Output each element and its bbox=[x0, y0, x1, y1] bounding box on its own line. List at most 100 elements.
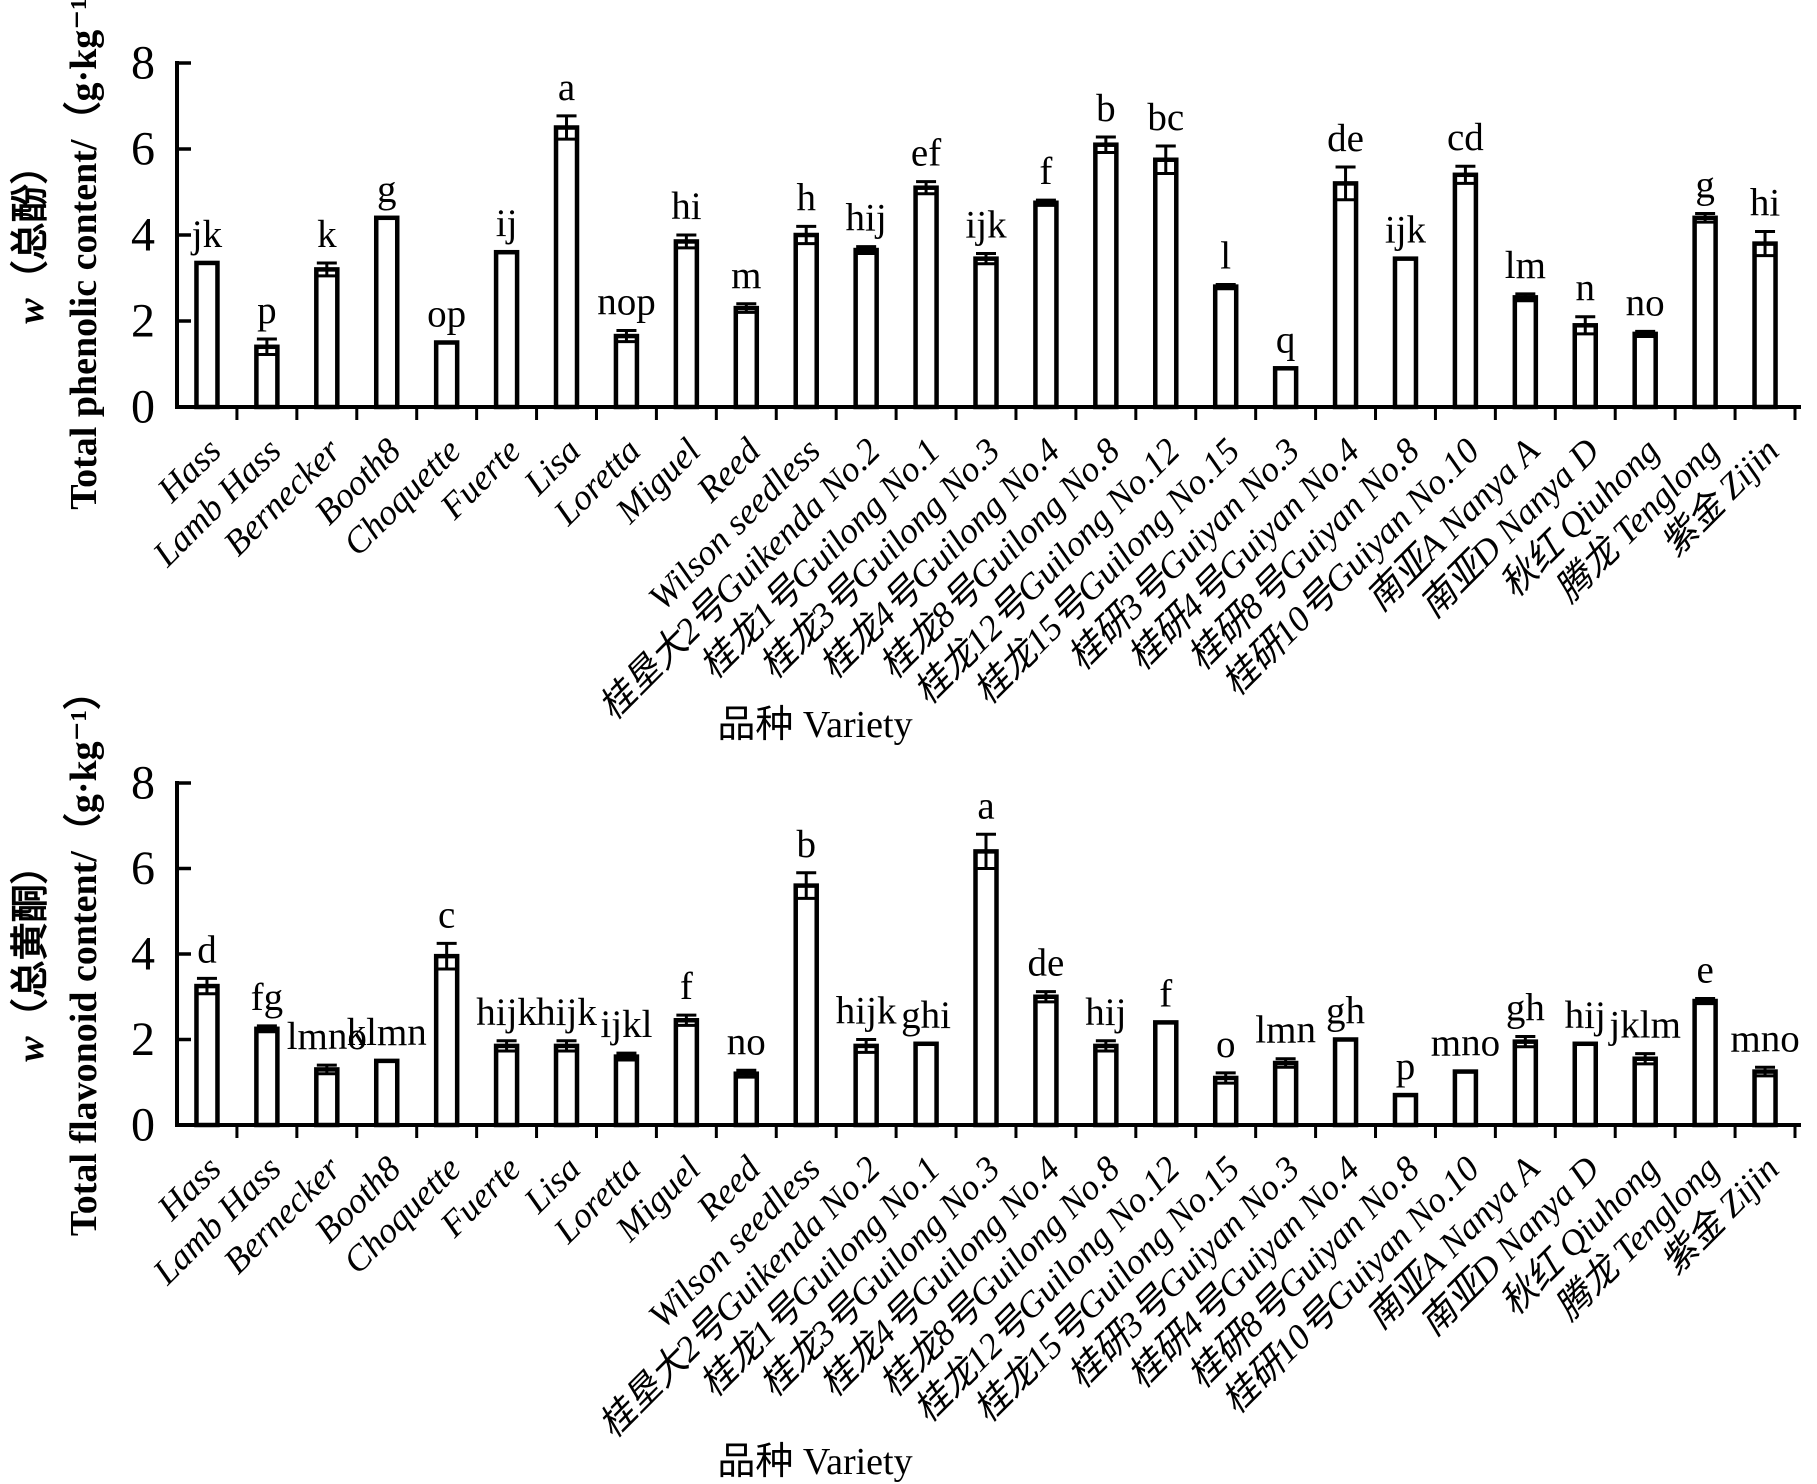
y-tick-label: 2 bbox=[131, 1013, 155, 1066]
bar bbox=[673, 239, 700, 410]
significance-letter: p bbox=[257, 289, 277, 332]
significance-letter: hij bbox=[1085, 991, 1126, 1034]
y-tick-label: 0 bbox=[131, 1099, 155, 1152]
bar bbox=[913, 1041, 939, 1128]
significance-letter: ijk bbox=[965, 203, 1007, 246]
bar bbox=[1392, 256, 1419, 410]
bar bbox=[1272, 1060, 1299, 1128]
significance-letter: o bbox=[1216, 1023, 1236, 1066]
significance-letter: jk bbox=[190, 213, 223, 256]
significance-letter: c bbox=[438, 893, 455, 936]
bar bbox=[1033, 994, 1059, 1128]
significance-letter: d bbox=[197, 928, 217, 971]
bar bbox=[913, 185, 939, 410]
bar bbox=[493, 1043, 520, 1128]
significance-letter: ijk bbox=[1385, 209, 1427, 252]
bar bbox=[613, 1054, 640, 1128]
y-tick-label: 6 bbox=[131, 123, 155, 176]
bar bbox=[373, 1058, 400, 1128]
bar bbox=[433, 340, 460, 410]
significance-letter: e bbox=[1696, 948, 1713, 991]
significance-letter: ef bbox=[911, 132, 941, 175]
bar bbox=[1692, 998, 1718, 1128]
significance-letter: mno bbox=[1730, 1017, 1799, 1060]
significance-letter: g bbox=[377, 168, 397, 211]
flavonoid-x-axis-title: 品种 Variety bbox=[717, 1441, 913, 1483]
significance-letter: h bbox=[796, 176, 816, 219]
bar bbox=[314, 1067, 340, 1128]
significance-letter: klmn bbox=[347, 1011, 427, 1054]
bar bbox=[493, 249, 520, 410]
significance-letter: f bbox=[1159, 972, 1172, 1015]
bar bbox=[613, 333, 640, 410]
y-tick-label: 2 bbox=[131, 295, 155, 348]
bar bbox=[1272, 366, 1299, 410]
significance-letter: k bbox=[317, 213, 337, 256]
significance-letter: ij bbox=[496, 202, 518, 245]
significance-letter: g bbox=[1695, 164, 1715, 207]
y-tick-label: 4 bbox=[131, 928, 155, 981]
significance-letter: p bbox=[1396, 1045, 1416, 1088]
bar bbox=[1752, 241, 1778, 410]
y-tick-label: 6 bbox=[131, 842, 155, 895]
significance-letter: hi bbox=[1750, 182, 1781, 225]
bar bbox=[194, 983, 220, 1128]
significance-letter: b bbox=[796, 823, 816, 866]
significance-letter: f bbox=[680, 965, 693, 1008]
significance-letter: no bbox=[1626, 281, 1665, 324]
bar bbox=[1153, 157, 1179, 410]
bar bbox=[1632, 1056, 1658, 1128]
significance-letter: hijk bbox=[476, 991, 537, 1034]
bar bbox=[733, 305, 760, 410]
y-tick-label: 8 bbox=[131, 37, 155, 90]
bar bbox=[793, 232, 819, 410]
significance-letter: de bbox=[1028, 942, 1065, 985]
bar bbox=[1332, 181, 1359, 410]
bar bbox=[1212, 284, 1239, 410]
significance-letter: hijk bbox=[536, 991, 597, 1034]
significance-letter: nop bbox=[597, 280, 656, 323]
bar bbox=[733, 1071, 760, 1128]
bar bbox=[1452, 1069, 1479, 1128]
bar bbox=[793, 883, 819, 1128]
significance-letter: cd bbox=[1447, 116, 1484, 159]
bar bbox=[1752, 1069, 1778, 1128]
significance-letter: gh bbox=[1326, 990, 1365, 1033]
bar bbox=[1692, 215, 1718, 410]
significance-letter: f bbox=[1039, 150, 1052, 193]
bar bbox=[673, 1018, 700, 1128]
significance-letter: lmno bbox=[287, 1015, 367, 1058]
bar bbox=[973, 849, 999, 1128]
significance-letter: hij bbox=[846, 197, 887, 240]
significance-letter: hi bbox=[671, 185, 702, 228]
bar bbox=[1093, 142, 1119, 410]
bar bbox=[373, 215, 400, 410]
bar bbox=[1153, 1020, 1179, 1128]
significance-letter: ghi bbox=[901, 994, 951, 1037]
bar bbox=[553, 1043, 580, 1128]
significance-letter: jklm bbox=[1607, 1004, 1681, 1047]
bar bbox=[1332, 1037, 1359, 1128]
bar bbox=[1512, 295, 1539, 410]
bar bbox=[553, 125, 580, 410]
y-tick-label: 4 bbox=[131, 209, 155, 262]
bar bbox=[1452, 172, 1479, 410]
significance-letter: ijkl bbox=[600, 1003, 652, 1046]
significance-letter: fg bbox=[251, 976, 284, 1019]
significance-letter: hij bbox=[1565, 994, 1606, 1037]
significance-letter: a bbox=[977, 784, 994, 827]
bar bbox=[853, 247, 879, 410]
bar bbox=[1093, 1043, 1119, 1128]
significance-letter: l bbox=[1220, 234, 1231, 277]
significance-letter: gh bbox=[1506, 987, 1545, 1030]
significance-letter: bc bbox=[1147, 96, 1184, 139]
phenolic-x-axis-title: 品种 Variety bbox=[717, 704, 913, 746]
bar bbox=[1392, 1092, 1419, 1128]
significance-letter: q bbox=[1276, 318, 1296, 361]
bar bbox=[433, 953, 460, 1128]
bar bbox=[1572, 323, 1599, 410]
significance-letter: op bbox=[427, 293, 466, 336]
y-tick-label: 8 bbox=[131, 757, 155, 810]
